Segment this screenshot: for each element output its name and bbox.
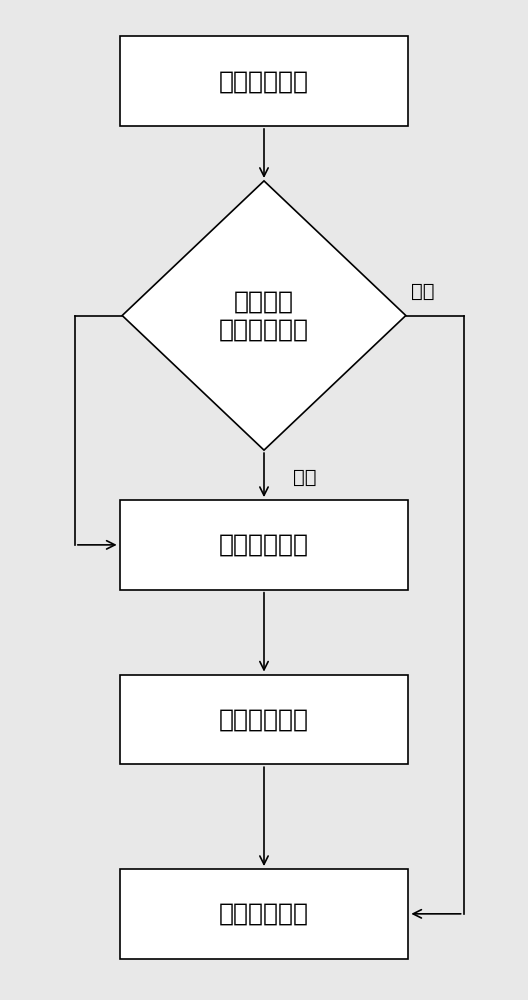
Bar (119, 869, 409, 959)
Text: 功率监测
是否小于阈值: 功率监测 是否小于阈值 (219, 290, 309, 341)
Text: 启动校准信号: 启动校准信号 (219, 533, 309, 557)
Bar (119, 36, 409, 126)
Polygon shape (122, 181, 406, 450)
Text: 完成自动校准: 完成自动校准 (219, 902, 309, 926)
Bar (119, 500, 409, 590)
Text: 小于: 小于 (293, 468, 316, 487)
Text: 大于: 大于 (411, 282, 435, 301)
Text: 启动校准信号: 启动校准信号 (219, 69, 309, 93)
Bar (119, 675, 409, 764)
Text: 调整采样相位: 调整采样相位 (219, 707, 309, 731)
